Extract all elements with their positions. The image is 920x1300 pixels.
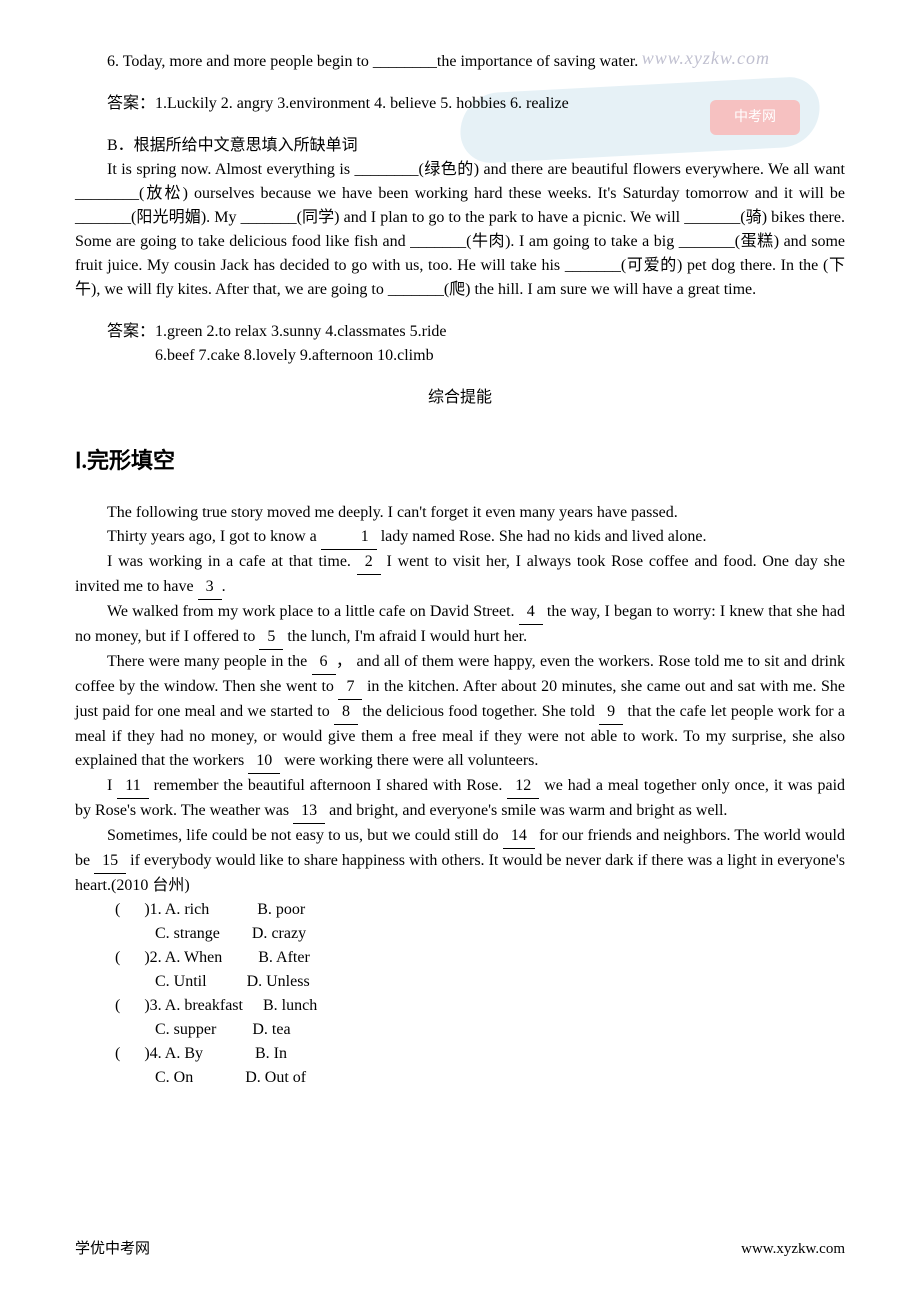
cloze-source: (2010 台州) [111, 877, 190, 894]
answer-label: 答案： [107, 323, 155, 340]
answer-block-2: 答案：1.green 2.to relax 3.sunny 4.classmat… [75, 320, 845, 344]
cloze-paragraph-5: There were many people in the 6， and all… [75, 650, 845, 774]
option-row-2: ( )2. A. When B. After C. Until D. Unles… [115, 946, 845, 994]
footer-left: 学优中考网 [75, 1238, 150, 1261]
cloze-paragraph-4: We walked from my work place to a little… [75, 600, 845, 650]
option-row-1: ( )1. A. rich B. poor C. strange D. craz… [115, 898, 845, 946]
option-row-4: ( )4. A. By B. In C. On D. Out of [115, 1042, 845, 1090]
option-row-3: ( )3. A. breakfast B. lunch C. supper D.… [115, 994, 845, 1042]
answer-line-1: 1.green 2.to relax 3.sunny 4.classmates … [155, 323, 446, 340]
cloze-title: Ⅰ.完形填空 [75, 444, 845, 477]
question-6: 6. Today, more and more people begin to … [75, 50, 845, 74]
page-footer: 学优中考网 www.xyzkw.com [75, 1238, 845, 1261]
cloze-paragraph-7: Sometimes, life could be not easy to us,… [75, 824, 845, 898]
passage-b: It is spring now. Almost everything is _… [75, 158, 845, 302]
answer-label: 答案： [107, 95, 155, 112]
comprehensive-heading: 综合提能 [75, 386, 845, 410]
cloze-options: ( )1. A. rich B. poor C. strange D. craz… [115, 898, 845, 1090]
cloze-paragraph-6: I 11 remember the beautiful afternoon I … [75, 774, 845, 824]
cloze-paragraph-3: I was working in a cafe at that time. 2 … [75, 550, 845, 600]
section-b-title: B．根据所给中文意思填入所缺单词 [75, 134, 845, 158]
cloze-paragraph-2: Thirty years ago, I got to know a 1 lady… [75, 525, 845, 550]
answer-text: 1.Luckily 2. angry 3.environment 4. beli… [155, 95, 569, 112]
cloze-paragraph-1: The following true story moved me deeply… [75, 501, 845, 525]
answer-line-2: 6.beef 7.cake 8.lovely 9.afternoon 10.cl… [75, 344, 845, 368]
answer-block-1: 答案：1.Luckily 2. angry 3.environment 4. b… [75, 92, 845, 116]
document-body: 6. Today, more and more people begin to … [75, 50, 845, 1090]
footer-right: www.xyzkw.com [741, 1238, 845, 1261]
